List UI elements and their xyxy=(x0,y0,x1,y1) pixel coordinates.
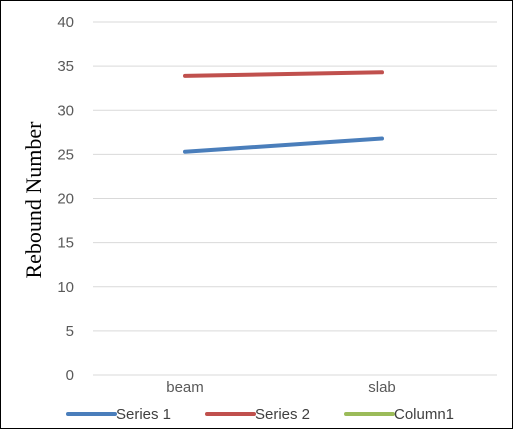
y-tick-label: 20 xyxy=(57,191,74,208)
y-tick-label: 5 xyxy=(66,323,74,340)
legend-item-3: Column1 xyxy=(344,406,454,423)
legend-label: Series 2 xyxy=(255,406,310,423)
y-tick-label: 40 xyxy=(57,14,74,31)
series-lines xyxy=(183,70,384,154)
legend-label: Column1 xyxy=(394,406,454,423)
legend: Series 1 Series 2 Column1 xyxy=(66,406,454,423)
y-axis-ticks: 0 5 10 15 20 25 30 35 40 xyxy=(57,14,74,384)
y-tick-label: 10 xyxy=(57,279,74,296)
series-line-2 xyxy=(183,70,384,78)
y-tick-label: 35 xyxy=(57,58,74,75)
x-tick-label-slab: slab xyxy=(368,379,396,396)
gridlines xyxy=(93,21,497,376)
y-tick-label: 15 xyxy=(57,235,74,252)
y-tick-label: 0 xyxy=(66,367,74,384)
y-tick-label: 25 xyxy=(57,146,74,163)
legend-label: Series 1 xyxy=(116,406,171,423)
y-tick-label: 30 xyxy=(57,102,74,119)
x-axis-ticks: beam slab xyxy=(166,379,396,396)
y-axis-title: Rebound Number xyxy=(21,121,46,279)
series-line-1 xyxy=(183,136,384,154)
legend-item-2: Series 2 xyxy=(205,406,310,423)
legend-item-1: Series 1 xyxy=(66,406,171,423)
x-tick-label-beam: beam xyxy=(166,379,204,396)
